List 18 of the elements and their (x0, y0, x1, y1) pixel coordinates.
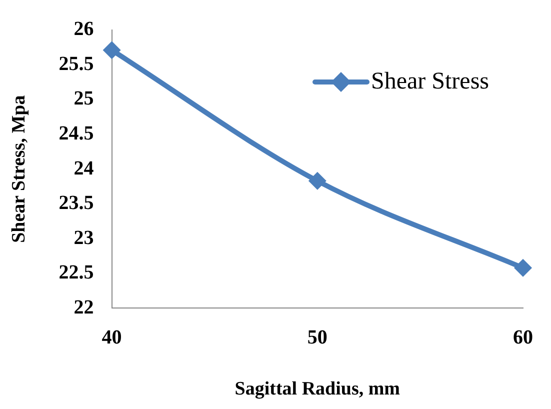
x-axis-title: Sagittal Radius, mm (234, 378, 400, 400)
x-tick-label: 40 (102, 326, 122, 348)
x-tick-label: 60 (513, 326, 533, 348)
point (514, 258, 532, 277)
y-tick-label: 24.5 (58, 122, 94, 144)
y-tick-label: 23 (74, 226, 94, 249)
y-tick-label: 24 (74, 157, 94, 180)
y-axis-title: Shear Stress, Mpa (8, 94, 30, 243)
y-tick-label: 23.5 (58, 192, 94, 214)
legend-label: Shear Stress (371, 68, 489, 94)
y-tick-label: 25 (74, 88, 94, 110)
y-tick-label: 26 (74, 18, 94, 40)
y-tick-label: 25.5 (58, 52, 94, 75)
y-tick-label: 22.5 (58, 262, 94, 284)
point (308, 172, 326, 190)
x-tick-label: 50 (307, 326, 328, 348)
point (102, 41, 121, 60)
y-tick-label: 22 (74, 296, 94, 318)
